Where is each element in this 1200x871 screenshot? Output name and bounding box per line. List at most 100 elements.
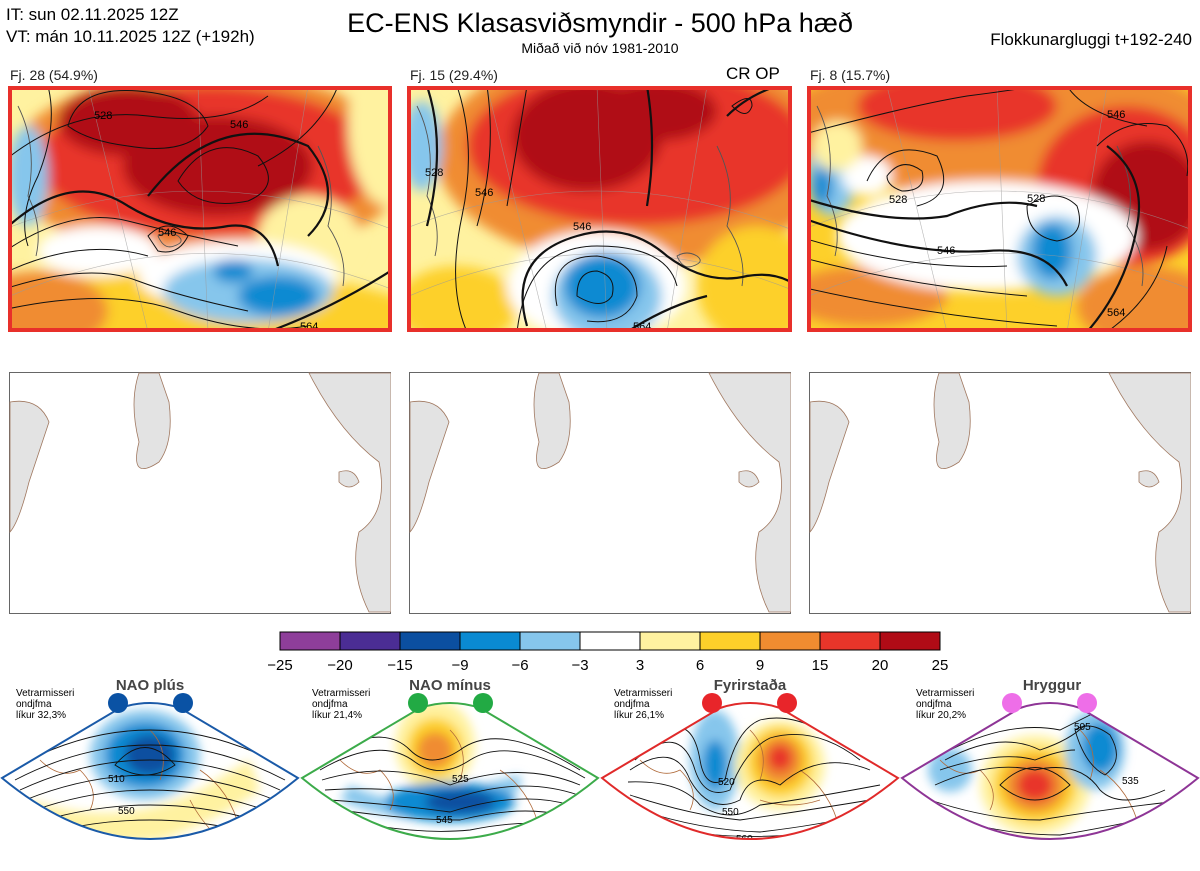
empty-map-1 [9, 372, 391, 614]
cluster-map-3: 528 528 546 546 564 [807, 86, 1192, 332]
contour-label: 546 [937, 245, 955, 257]
regime-2-marker-dot [408, 693, 428, 713]
contour-label: 528 [889, 194, 907, 206]
regime-note-line: ondjfma [614, 699, 650, 710]
regime-contour-label: 560 [1092, 834, 1109, 845]
page-title: EC-ENS Klasasviðsmyndir - 500 hPa hæð [347, 8, 853, 38]
regime-note-line: Vetrarmisseri [614, 688, 673, 699]
operational-run-label: CR OP [726, 64, 780, 83]
cluster-map-2: 528 546 546 564 [407, 86, 792, 332]
regime-contour-label: 550 [722, 807, 739, 818]
regime-contour-label: 550 [118, 806, 135, 817]
valid-time: VT: mán 10.11.2025 12Z (+192h) [6, 27, 255, 46]
colorbar-tick-label: 25 [932, 657, 949, 674]
colorbar-swatch [279, 631, 341, 651]
classification-window: Flokkunargluggi t+192-240 [990, 30, 1192, 49]
regime-3-map: 520 550 560 [600, 693, 900, 845]
regime-3-frame [600, 702, 900, 840]
contour-label: 528 [1027, 193, 1045, 205]
regime-contour-label: 545 [436, 815, 453, 826]
regime-3-note: Vetrarmisseri ondjfma líkur 26,1% [614, 688, 672, 721]
colorbar-tick-label: 15 [812, 657, 829, 674]
empty-map-2 [409, 372, 791, 614]
cluster-map-1: 528 546 546 564 [8, 86, 392, 332]
header-times: IT: sun 02.11.2025 12Z VT: mán 10.11.202… [6, 4, 255, 48]
colorbar-swatch [819, 631, 881, 651]
contour-label: 528 [425, 167, 443, 179]
colorbar-swatch [639, 631, 701, 651]
colorbar-swatch [699, 631, 761, 651]
colorbar-tick-label: −9 [451, 657, 468, 674]
page-subtitle: Miðað við nóv 1981-2010 [521, 40, 679, 56]
colorbar-swatch [339, 631, 401, 651]
contour-label: 546 [475, 187, 493, 199]
contour-label: 564 [1107, 307, 1125, 319]
regime-4-frame [900, 702, 1200, 840]
colorbar-swatch [879, 631, 941, 651]
colorbar-tick-label: −25 [267, 657, 292, 674]
colorbar-swatch [579, 631, 641, 651]
regime-4-note: Vetrarmisseri ondjfma líkur 20,2% [916, 688, 974, 721]
contour-label: 546 [1107, 109, 1125, 121]
regime-1-note: Vetrarmisseri ondjfma líkur 32,3% [16, 688, 74, 721]
regime-2-marker-dot [473, 693, 493, 713]
contour-label: 528 [94, 110, 112, 122]
initial-time: IT: sun 02.11.2025 12Z [6, 5, 179, 24]
regime-2-frame [300, 702, 600, 840]
colorbar-ticks: −25 −20 −15 −9 −6 −3 3 6 9 15 20 25 [267, 657, 948, 674]
regime-contour-label: 525 [452, 774, 469, 785]
regime-2-map: 525 545 565 [300, 693, 600, 861]
regime-contour-label: 520 [718, 777, 735, 788]
colorbar-tick-label: 20 [872, 657, 889, 674]
colorbar-swatches [279, 631, 941, 651]
regime-1-marker-dot [173, 693, 193, 713]
regime-4-title: Hryggur [1022, 677, 1082, 694]
regime-4-map: 505 535 560 [900, 693, 1200, 845]
regime-probability: líkur 32,3% [16, 710, 67, 721]
regime-1-title: NAO plús [115, 677, 185, 694]
regime-probability: líkur 20,2% [916, 710, 967, 721]
contour-label: 564 [633, 321, 651, 332]
regime-4-marker-dot [1002, 693, 1022, 713]
colorbar-swatch [759, 631, 821, 651]
contour-label: 546 [230, 119, 248, 131]
colorbar-tick-label: 9 [756, 657, 764, 674]
regime-3-marker-dot [777, 693, 797, 713]
regime-1-frame [0, 702, 300, 840]
cluster-2-highlight-frame [407, 86, 792, 332]
cluster-1-highlight-frame [8, 86, 392, 332]
colorbar-tick-label: −6 [511, 657, 528, 674]
regime-1-marker-dot [108, 693, 128, 713]
colorbar-swatch [399, 631, 461, 651]
regime-contour-label: 535 [1122, 776, 1139, 787]
regime-4-marker-dot [1077, 693, 1097, 713]
regime-note-line: Vetrarmisseri [312, 688, 371, 699]
contour-label: 546 [158, 227, 176, 239]
cluster-1-label: Fj. 28 (54.9%) [10, 67, 98, 83]
colorbar-tick-label: −3 [571, 657, 588, 674]
regime-probability: líkur 26,1% [614, 710, 665, 721]
regime-2-title: NAO mínus [409, 677, 491, 694]
regime-contour-label: 505 [1074, 722, 1091, 733]
colorbar-swatch [519, 631, 581, 651]
colorbar-tick-label: 6 [696, 657, 704, 674]
regime-note-line: Vetrarmisseri [16, 688, 75, 699]
cluster-3-label: Fj. 8 (15.7%) [810, 67, 891, 83]
regime-note-line: ondjfma [16, 699, 52, 710]
regime-note-line: ondjfma [916, 699, 952, 710]
colorbar-tick-label: −20 [327, 657, 352, 674]
regime-contour-label: 510 [108, 774, 125, 785]
regime-note-line: ondjfma [312, 699, 348, 710]
colorbar-tick-label: −15 [387, 657, 412, 674]
cluster-3-highlight-frame [807, 86, 1192, 332]
regime-3-marker-dot [702, 693, 722, 713]
regime-probability: líkur 21,4% [312, 710, 363, 721]
regime-contour-label: 560 [736, 834, 753, 845]
anomaly-colorbar: −25 −20 −15 −9 −6 −3 3 6 9 15 20 25 [267, 631, 948, 674]
colorbar-tick-label: 3 [636, 657, 644, 674]
contour-label: 546 [573, 221, 591, 233]
regime-contour-label: 565 [446, 850, 463, 861]
regime-3-title: Fyrirstaða [713, 677, 787, 694]
regime-1-map: 510 550 [0, 693, 300, 840]
contour-label: 564 [300, 321, 318, 332]
